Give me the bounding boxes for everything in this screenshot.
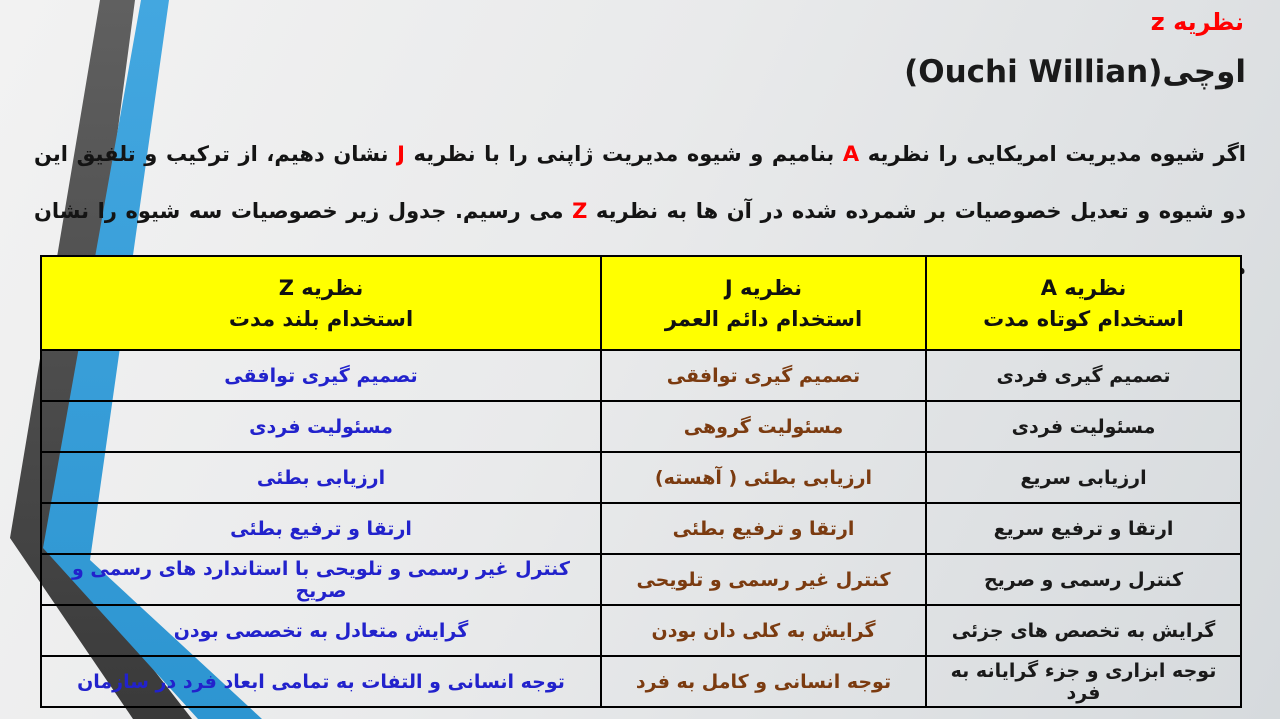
cell-j: مسئولیت گروهی — [600, 400, 927, 453]
cell-z: توجه انسانی و التفات به تمامی ابعاد فرد … — [40, 655, 602, 708]
table-row: ارتقا و ترفیع سریع ارتقا و ترفیع بطئی ار… — [40, 502, 1242, 555]
cell-a: تصمیم گیری فردی — [925, 349, 1242, 402]
cell-j: گرایش به کلی دان بودن — [600, 604, 927, 657]
page-title: نظریه z — [1150, 8, 1244, 36]
table-row: تصمیم گیری فردی تصمیم گیری توافقی تصمیم … — [40, 349, 1242, 402]
table-row: کنترل رسمی و صریح کنترل غیر رسمی و تلویح… — [40, 553, 1242, 606]
cell-a: ارتقا و ترفیع سریع — [925, 502, 1242, 555]
theory-letter-a: A — [842, 142, 860, 166]
table-row: گرایش به تخصص های جزئی گرایش به کلی دان … — [40, 604, 1242, 657]
header-theory-j-title: نظریه J — [724, 275, 803, 300]
cell-j: ارزیابی بطئی ( آهسته) — [600, 451, 927, 504]
cell-z: ارزیابی بطئی — [40, 451, 602, 504]
cell-a: کنترل رسمی و صریح — [925, 553, 1242, 606]
table-row: توجه ابزاری و جزء گرایانه به فرد توجه ان… — [40, 655, 1242, 708]
cell-j: کنترل غیر رسمی و تلویحی — [600, 553, 927, 606]
cell-z: ارتقا و ترفیع بطئی — [40, 502, 602, 555]
cell-a: ارزیابی سریع — [925, 451, 1242, 504]
paragraph-segment: اگر شیوه مدیریت امریکایی را نظریه — [859, 142, 1247, 166]
cell-z: کنترل غیر رسمی و تلویحی با استاندارد های… — [40, 553, 602, 606]
header-theory-z: نظریه Z استخدام بلند مدت — [40, 255, 602, 351]
cell-j: توجه انسانی و کامل به فرد — [600, 655, 927, 708]
header-theory-j-subtitle: استخدام دائم العمر — [664, 306, 863, 331]
cell-z: گرایش متعادل به تخصصی بودن — [40, 604, 602, 657]
header-theory-z-subtitle: استخدام بلند مدت — [228, 306, 414, 331]
header-theory-z-title: نظریه Z — [278, 275, 364, 300]
cell-a: توجه ابزاری و جزء گرایانه به فرد — [925, 655, 1242, 708]
cell-a: گرایش به تخصص های جزئی — [925, 604, 1242, 657]
theory-letter-z: Z — [572, 198, 588, 223]
comparison-table: نظریه A استخدام کوتاه مدت نظریه J استخدا… — [40, 255, 1242, 708]
header-theory-a-title: نظریه A — [1040, 275, 1127, 300]
cell-z: مسئولیت فردی — [40, 400, 602, 453]
paragraph-segment: بنامیم و شیوه مدیریت ژاپنی را با نظریه — [404, 142, 843, 166]
table-row: ارزیابی سریع ارزیابی بطئی ( آهسته) ارزیا… — [40, 451, 1242, 504]
cell-j: تصمیم گیری توافقی — [600, 349, 927, 402]
header-theory-j: نظریه J استخدام دائم العمر — [600, 255, 927, 351]
slide-subtitle: اوچی(Ouchi Willian) — [904, 54, 1246, 90]
header-theory-a-subtitle: استخدام کوتاه مدت — [983, 306, 1184, 331]
cell-z: تصمیم گیری توافقی — [40, 349, 602, 402]
cell-j: ارتقا و ترفیع بطئی — [600, 502, 927, 555]
table-header-row: نظریه A استخدام کوتاه مدت نظریه J استخدا… — [40, 255, 1242, 351]
table-row: مسئولیت فردی مسئولیت گروهی مسئولیت فردی — [40, 400, 1242, 453]
theory-letter-j: J — [397, 142, 405, 166]
header-theory-a: نظریه A استخدام کوتاه مدت — [925, 255, 1242, 351]
cell-a: مسئولیت فردی — [925, 400, 1242, 453]
